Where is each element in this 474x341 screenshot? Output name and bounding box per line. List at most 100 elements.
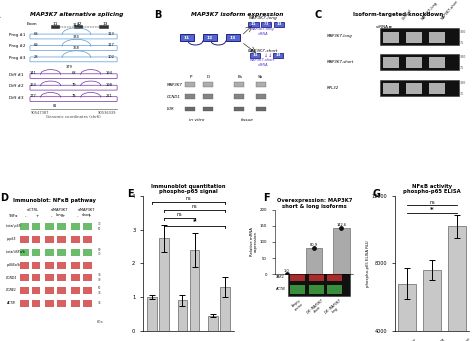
Text: CCND1: CCND1 <box>6 276 18 280</box>
Bar <box>32 262 40 269</box>
Text: 13: 13 <box>276 23 282 26</box>
Text: 81: 81 <box>53 104 57 108</box>
Text: 141: 141 <box>30 71 37 75</box>
Text: ns: ns <box>429 199 435 205</box>
Bar <box>71 223 80 230</box>
Bar <box>19 262 28 269</box>
Bar <box>100 26 108 28</box>
Text: 69: 69 <box>34 43 38 47</box>
Text: Diff #1: Diff #1 <box>9 73 24 77</box>
Bar <box>83 287 92 294</box>
Bar <box>190 250 200 331</box>
Text: 68: 68 <box>71 71 76 75</box>
Text: ns: ns <box>192 204 197 209</box>
Text: +: + <box>62 214 65 218</box>
Bar <box>406 32 422 43</box>
Bar <box>83 236 92 243</box>
Bar <box>71 300 80 307</box>
Bar <box>220 287 230 331</box>
Text: 13: 13 <box>275 53 281 57</box>
Text: 90547387: 90547387 <box>30 110 49 115</box>
Text: total IKKα/b: total IKKα/b <box>6 250 25 254</box>
Bar <box>274 22 284 27</box>
Text: TNFα: TNFα <box>8 214 17 218</box>
Bar <box>327 285 342 294</box>
Text: Sb: Sb <box>257 75 263 79</box>
Bar <box>57 236 66 243</box>
Text: LOR: LOR <box>167 107 174 111</box>
Bar <box>448 226 466 341</box>
Bar <box>57 275 66 281</box>
Text: MAP3K7: MAP3K7 <box>167 83 182 87</box>
Text: Isoform-targeted knockdown: Isoform-targeted knockdown <box>353 12 443 17</box>
Text: tissue: tissue <box>240 118 254 122</box>
Text: ns: ns <box>177 212 182 217</box>
Bar <box>208 316 218 331</box>
Text: 75: 75 <box>460 66 464 70</box>
Text: 79: 79 <box>71 83 76 87</box>
Text: OE: MAP3K7
long: OE: MAP3K7 long <box>324 298 345 318</box>
Bar <box>57 262 66 269</box>
Bar <box>46 223 55 230</box>
Text: 163: 163 <box>30 83 37 87</box>
Text: *: * <box>193 219 196 225</box>
Text: Empty
vector: Empty vector <box>291 298 305 312</box>
Text: *: * <box>430 207 434 213</box>
Bar <box>178 300 187 331</box>
Bar <box>46 262 55 269</box>
Bar <box>234 94 244 99</box>
Bar <box>57 287 66 294</box>
Text: total p65: total p65 <box>6 224 21 228</box>
Bar <box>83 249 92 256</box>
Text: 11: 11 <box>184 35 190 40</box>
Text: Diff #3: Diff #3 <box>9 95 24 100</box>
Bar <box>71 249 80 256</box>
Text: -: - <box>25 214 27 218</box>
Bar <box>71 287 80 294</box>
Bar <box>57 249 66 256</box>
Bar <box>383 57 399 68</box>
Text: 300: 300 <box>460 81 466 85</box>
Text: CCNE1: CCNE1 <box>6 288 17 292</box>
Text: OE: MAP3K7
short: OE: MAP3K7 short <box>306 298 327 318</box>
Bar <box>226 34 240 41</box>
Text: RPL32: RPL32 <box>328 86 339 90</box>
Text: 102: 102 <box>108 55 114 59</box>
Text: 13: 13 <box>102 23 108 26</box>
Text: 221: 221 <box>106 94 113 98</box>
Bar <box>46 249 55 256</box>
Bar <box>309 272 324 281</box>
Bar <box>32 300 40 307</box>
Text: 113: 113 <box>108 32 114 36</box>
Text: CCND1: CCND1 <box>167 95 181 99</box>
Bar <box>423 270 441 341</box>
Text: 368: 368 <box>73 46 80 50</box>
Text: kDa: kDa <box>97 320 103 324</box>
Text: 28: 28 <box>34 55 38 59</box>
Bar <box>288 270 350 296</box>
Text: 75: 75 <box>460 92 464 96</box>
Bar <box>327 272 342 281</box>
Bar <box>19 300 28 307</box>
Text: TAK1: TAK1 <box>275 275 284 279</box>
Bar <box>19 287 28 294</box>
Text: +: + <box>36 214 39 218</box>
Bar <box>202 94 213 99</box>
Text: 68: 68 <box>34 32 38 36</box>
Y-axis label: phospho-p65 ELISA RLU: phospho-p65 ELISA RLU <box>366 240 370 287</box>
Text: F: F <box>263 193 270 203</box>
Text: 11: 11 <box>252 53 258 57</box>
Bar <box>71 275 80 281</box>
Text: MAP3K7-short
siRNA: MAP3K7-short siRNA <box>250 58 275 67</box>
Bar <box>71 262 80 269</box>
Text: MAP3K7-short: MAP3K7-short <box>441 0 459 21</box>
Text: 13: 13 <box>229 35 236 40</box>
Text: 11: 11 <box>251 23 256 26</box>
Text: B: B <box>154 10 161 20</box>
Text: 300: 300 <box>460 55 466 59</box>
Bar <box>406 57 422 68</box>
Bar <box>429 32 445 43</box>
Text: p-IKKα/b: p-IKKα/b <box>6 263 20 267</box>
Bar <box>255 82 265 87</box>
Text: +: + <box>87 214 91 218</box>
